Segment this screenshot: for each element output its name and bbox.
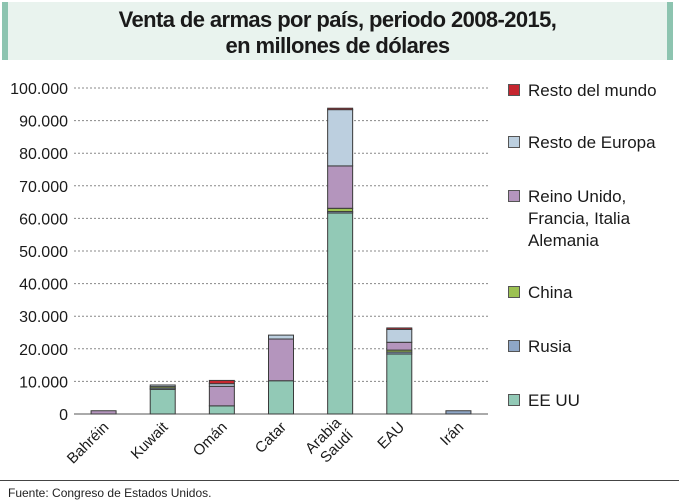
- legend-item: Rusia: [508, 336, 571, 358]
- legend-swatch: [508, 190, 520, 202]
- bar-segment: [327, 107, 354, 111]
- y-tick-label: 30.000: [19, 309, 68, 326]
- y-tick-label: 0: [59, 407, 68, 424]
- bar-segment: [386, 327, 413, 330]
- bar-segment: [90, 410, 117, 415]
- x-tick-label: Kuwait: [128, 418, 172, 462]
- y-tick-label: 50.000: [19, 244, 68, 261]
- footer-divider: [0, 480, 679, 481]
- legend-label: Resto de Europa: [528, 133, 656, 152]
- legend-label: Resto del mundo: [528, 81, 657, 100]
- y-tick-label: 10.000: [19, 374, 68, 391]
- legend-label: Rusia: [528, 337, 572, 356]
- bar-segment: [208, 405, 235, 415]
- x-tick-label: EAU: [374, 419, 408, 453]
- y-tick-label: 90.000: [19, 114, 68, 131]
- bar-segment: [268, 380, 294, 415]
- bar-segment: [327, 212, 354, 415]
- legend-swatch: [508, 286, 520, 298]
- legend-item: EE UU: [508, 390, 580, 412]
- chart-title: Venta de armas por país, periodo 2008-20…: [8, 7, 667, 59]
- bar-segment: [208, 379, 235, 385]
- y-tick-label: 80.000: [19, 146, 68, 163]
- bar-segment: [268, 334, 294, 340]
- stacked-bar-chart: 0 10.000 20.000 30.000 40.000 50.000 60.000 70.…: [10, 81, 488, 469]
- legend-swatch: [508, 84, 520, 96]
- legend-item: China: [508, 282, 572, 304]
- legend-swatch: [508, 340, 520, 352]
- bar-segment: [386, 328, 413, 343]
- x-tick-label: Irán: [437, 419, 467, 449]
- legend-swatch: [508, 394, 520, 406]
- bar-segment: [386, 341, 413, 351]
- chart-title-line-2: en millones de dólares: [225, 33, 451, 58]
- bar-segment: [268, 338, 294, 382]
- bar-segment: [445, 410, 472, 415]
- legend-label: China: [528, 283, 573, 302]
- title-banner: Venta de armas por país, periodo 2008-20…: [2, 2, 673, 60]
- bar-segment: [386, 353, 413, 415]
- chart-title-line-1: Venta de armas por país, periodo 2008-20…: [118, 7, 557, 32]
- y-tick-label: 20.000: [19, 342, 68, 359]
- legend-label: Reino Unido, Francia, Italia Alemania: [528, 187, 631, 250]
- legend-label: EE UU: [528, 391, 580, 410]
- x-tick-label: Bahréin: [64, 419, 113, 468]
- y-tick-label: 60.000: [19, 211, 68, 228]
- y-tick-label: 100.000: [10, 81, 68, 98]
- y-tick-label: 70.000: [19, 179, 68, 196]
- y-tick-label: 40.000: [19, 277, 68, 294]
- bar-segment: [149, 384, 176, 388]
- x-tick-label: Catar: [252, 419, 290, 457]
- x-tick-label: ArabiaSaudí: [302, 414, 357, 469]
- legend-item: Resto de Europa: [508, 132, 656, 154]
- bar-segment: [208, 385, 235, 407]
- bar-segment: [149, 388, 176, 415]
- bar-segment: [327, 165, 354, 209]
- legend-item: Resto del mundo: [508, 80, 657, 102]
- legend-swatch: [508, 136, 520, 148]
- source-note: Fuente: Congreso de Estados Unidos.: [8, 486, 212, 500]
- x-tick-label: Omán: [190, 419, 231, 460]
- bar-segment: [327, 109, 354, 167]
- legend-item: Reino Unido, Francia, Italia Alemania: [508, 186, 630, 252]
